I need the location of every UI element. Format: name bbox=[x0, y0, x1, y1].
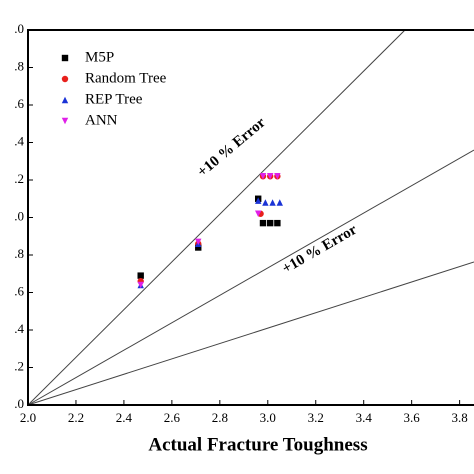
legend-label: ANN bbox=[85, 112, 118, 128]
legend-marker bbox=[61, 96, 69, 104]
y-tick-label: .6 bbox=[14, 96, 24, 111]
x-tick-label: 2.0 bbox=[20, 410, 36, 425]
x-tick-label: 3.2 bbox=[308, 410, 324, 425]
point bbox=[266, 173, 274, 180]
upper-error-line bbox=[27, 29, 406, 406]
y-tick-label: .8 bbox=[14, 246, 24, 261]
point bbox=[269, 199, 276, 206]
legend-label: Random Tree bbox=[85, 70, 167, 86]
y-tick-label: .4 bbox=[14, 133, 24, 148]
point bbox=[254, 210, 262, 217]
point bbox=[254, 197, 262, 204]
legend-label: REP Tree bbox=[85, 91, 143, 107]
y-tick-label: .2 bbox=[14, 358, 24, 373]
point bbox=[195, 238, 202, 246]
y-tick-label: .0 bbox=[14, 396, 24, 411]
x-tick-label: 2.6 bbox=[164, 410, 181, 425]
y-tick-label: .0 bbox=[14, 208, 24, 223]
x-tick-label: 3.4 bbox=[356, 410, 373, 425]
y-tick-label: .6 bbox=[14, 283, 24, 298]
legend-marker bbox=[61, 117, 69, 125]
y-tick-label: .8 bbox=[14, 58, 24, 73]
point bbox=[259, 173, 267, 180]
legend-label: M5P bbox=[85, 49, 114, 65]
x-axis-label: Actual Fracture Toughness bbox=[148, 434, 367, 455]
point bbox=[262, 199, 269, 206]
x-tick-label: 2.2 bbox=[68, 410, 84, 425]
point bbox=[259, 219, 267, 227]
point bbox=[274, 173, 281, 180]
x-tick-label: 2.4 bbox=[116, 410, 133, 425]
y-tick-label: .2 bbox=[14, 171, 24, 186]
ideal-line bbox=[27, 149, 474, 406]
annotation: +10 % Error bbox=[195, 114, 269, 180]
x-tick-label: 3.8 bbox=[451, 410, 467, 425]
legend-marker bbox=[61, 54, 69, 62]
point bbox=[266, 219, 274, 227]
x-tick-label: 3.6 bbox=[404, 410, 421, 425]
lower-error-line bbox=[27, 261, 474, 406]
point bbox=[276, 199, 283, 206]
y-tick-label: .4 bbox=[14, 321, 24, 336]
point bbox=[274, 219, 281, 227]
point bbox=[195, 244, 202, 251]
legend-marker bbox=[61, 75, 69, 83]
point bbox=[137, 272, 144, 279]
point bbox=[137, 281, 144, 289]
annotation: +10 % Error bbox=[280, 222, 360, 278]
y-tick-label: .0 bbox=[14, 21, 24, 36]
x-tick-label: 3.0 bbox=[260, 410, 276, 425]
x-tick-label: 2.8 bbox=[212, 410, 228, 425]
